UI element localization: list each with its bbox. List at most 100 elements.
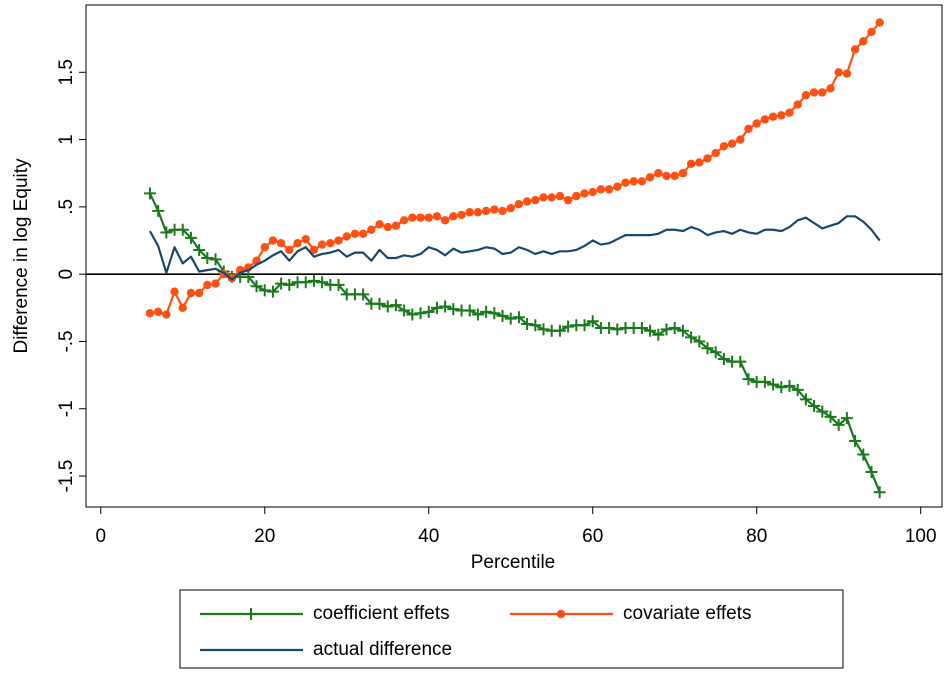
data-point: [637, 177, 647, 186]
data-point: [186, 288, 196, 298]
data-point: [867, 27, 876, 37]
data-point: [522, 197, 532, 206]
data-point: [842, 69, 852, 78]
data-point: [744, 124, 753, 134]
data-point: [767, 378, 780, 391]
y-tick-label: 1.5: [56, 59, 77, 85]
data-point: [301, 234, 310, 244]
y-tick-label: 0: [56, 269, 77, 280]
data-point: [465, 208, 474, 217]
y-tick-label: -.5: [56, 330, 77, 352]
data-point: [562, 320, 575, 333]
data-point: [350, 229, 360, 238]
legend-label: covariate effets: [623, 603, 752, 624]
data-point: [613, 182, 622, 191]
data-point: [611, 323, 624, 336]
data-point: [645, 173, 655, 182]
data-point: [408, 213, 417, 222]
data-point: [473, 208, 483, 217]
data-point: [742, 373, 755, 386]
data-point: [471, 308, 484, 321]
data-point: [701, 342, 714, 355]
data-point: [334, 236, 343, 245]
data-point: [717, 352, 730, 365]
legend-label: coefficient effets: [313, 603, 450, 624]
data-point: [391, 221, 401, 230]
data-point: [711, 148, 720, 158]
data-point: [686, 159, 696, 169]
data-point: [457, 210, 466, 220]
data-point: [736, 135, 745, 144]
data-point: [440, 216, 450, 225]
legend-box: [179, 589, 844, 669]
data-point: [317, 240, 327, 249]
data-point: [521, 317, 534, 330]
data-point: [768, 112, 778, 121]
data-point: [580, 189, 589, 198]
data-point: [849, 435, 862, 448]
data-point: [209, 253, 222, 266]
data-point: [539, 193, 548, 202]
data-point: [596, 185, 606, 194]
data-point: [809, 88, 819, 97]
data-point: [826, 84, 835, 93]
data-point: [496, 309, 509, 322]
data-point: [801, 90, 811, 100]
data-point: [734, 355, 747, 368]
y-tick-label: .5: [56, 199, 77, 215]
data-point: [309, 245, 319, 255]
data-point: [143, 187, 156, 200]
data-point: [406, 308, 419, 321]
data-point: [512, 311, 525, 324]
data-point: [490, 205, 499, 214]
data-point: [488, 307, 501, 320]
data-point: [553, 324, 566, 337]
x-tick-label: 20: [254, 526, 275, 547]
data-point: [531, 195, 540, 205]
data-point: [873, 486, 886, 499]
legend-marker: [245, 608, 257, 620]
data-point: [375, 220, 384, 229]
data-point: [670, 171, 679, 181]
data-point: [307, 274, 320, 287]
data-point: [293, 239, 302, 248]
data-point: [184, 231, 197, 244]
data-point: [463, 304, 476, 317]
data-point: [758, 375, 771, 388]
data-point: [760, 115, 770, 124]
data-point: [373, 297, 386, 310]
data-point: [299, 276, 312, 289]
data-point: [727, 139, 737, 148]
data-point: [635, 322, 648, 335]
data-point: [367, 225, 376, 234]
data-point: [250, 280, 263, 293]
data-point: [260, 243, 269, 252]
series-line: [148, 192, 881, 493]
data-point: [285, 245, 294, 255]
x-tick-label: 100: [905, 526, 937, 547]
data-point: [588, 187, 597, 197]
data-point: [422, 305, 435, 318]
y-tick-label: -1.5: [56, 460, 77, 493]
data-point: [752, 119, 761, 128]
data-point: [389, 299, 402, 312]
data-point: [316, 276, 329, 289]
data-point: [850, 45, 860, 54]
y-tick-label: -1: [56, 400, 77, 417]
data-point: [555, 191, 565, 201]
data-point: [430, 301, 443, 314]
data-point: [481, 206, 491, 216]
data-point: [818, 88, 827, 97]
data-point: [211, 279, 220, 288]
data-point: [668, 322, 681, 335]
series-line: [148, 215, 881, 281]
data-point: [432, 212, 442, 221]
data-point: [793, 100, 802, 109]
data-point: [840, 412, 853, 425]
data-point: [258, 284, 271, 297]
data-point: [276, 239, 286, 248]
data-point: [498, 206, 507, 216]
data-point: [603, 322, 616, 335]
x-tick-label: 60: [582, 526, 603, 547]
data-point: [201, 252, 214, 265]
